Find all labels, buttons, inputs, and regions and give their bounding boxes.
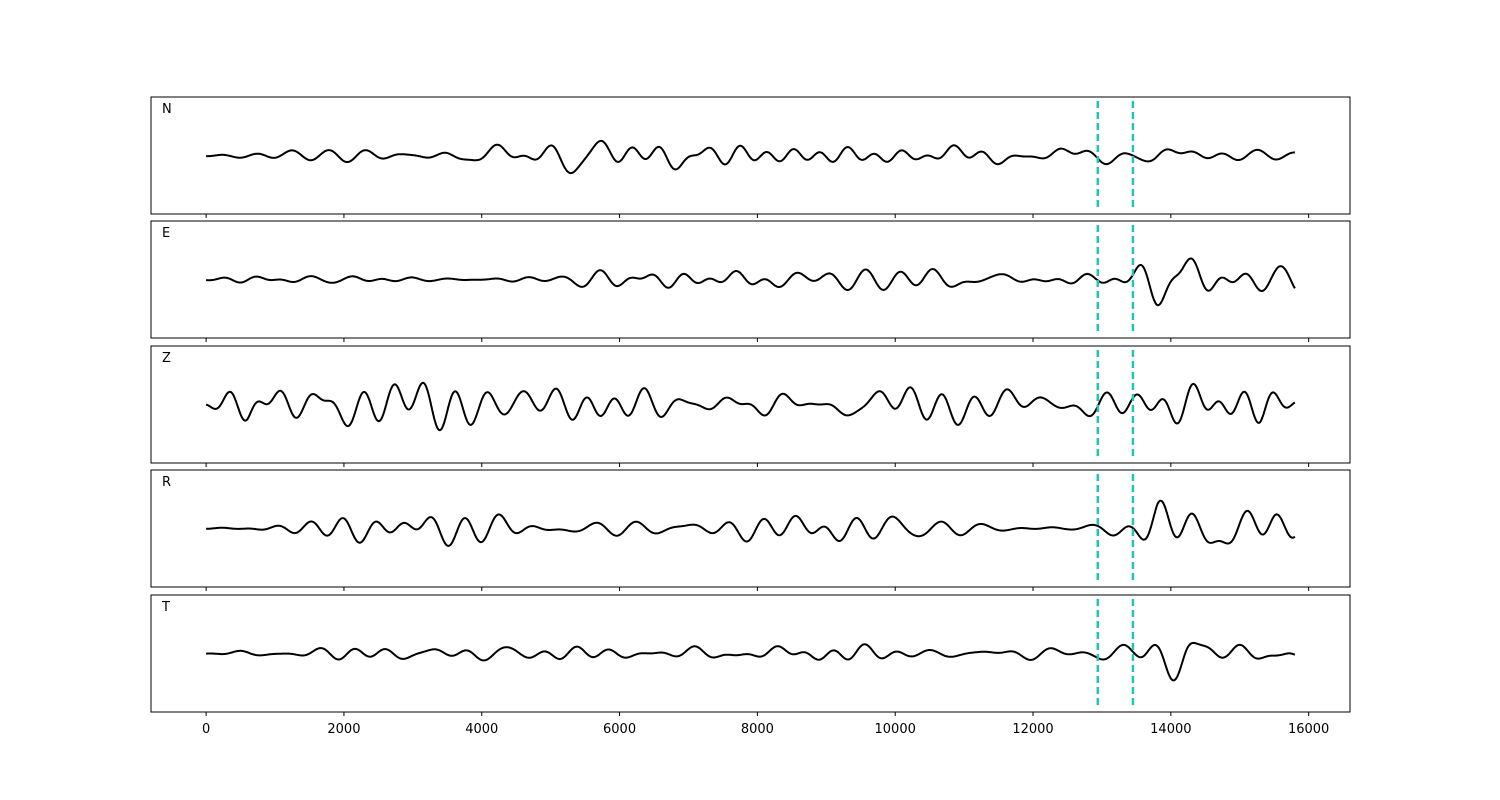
x-tick-label: 0: [202, 722, 210, 737]
panel-z: Z: [150, 345, 1351, 467]
panel-t: T: [150, 594, 1351, 716]
x-tick-label: 14000: [1150, 722, 1191, 737]
waveform-trace: [205, 499, 1296, 547]
panel-label: R: [162, 475, 171, 490]
panels-group: N E Z R T: [150, 96, 1351, 716]
panel-label: T: [161, 600, 170, 615]
x-tick-label: 10000: [875, 722, 916, 737]
panel-n: N: [150, 96, 1351, 218]
panel-label: E: [162, 226, 170, 241]
waveform-trace: [205, 139, 1296, 175]
panel-frame: [150, 469, 1351, 588]
x-tick-label: 16000: [1288, 722, 1329, 737]
panel-e: E: [150, 220, 1351, 342]
waveform-trace: [205, 257, 1296, 307]
x-tick-label: 12000: [1012, 722, 1053, 737]
waveform-trace: [205, 641, 1296, 682]
panel-label: N: [162, 102, 172, 117]
x-tick-label: 8000: [741, 722, 774, 737]
waveform-trace: [205, 381, 1296, 432]
x-axis: 0 2000 4000 6000 8000 10000 12000 14000 16000: [202, 722, 1329, 737]
x-tick-label: 4000: [465, 722, 498, 737]
x-tick-label: 2000: [327, 722, 360, 737]
x-tick-label: 6000: [603, 722, 636, 737]
panel-frame: [150, 96, 1351, 215]
panel-r: R: [150, 469, 1351, 591]
panel-frame: [150, 220, 1351, 339]
panel-label: Z: [162, 351, 171, 366]
